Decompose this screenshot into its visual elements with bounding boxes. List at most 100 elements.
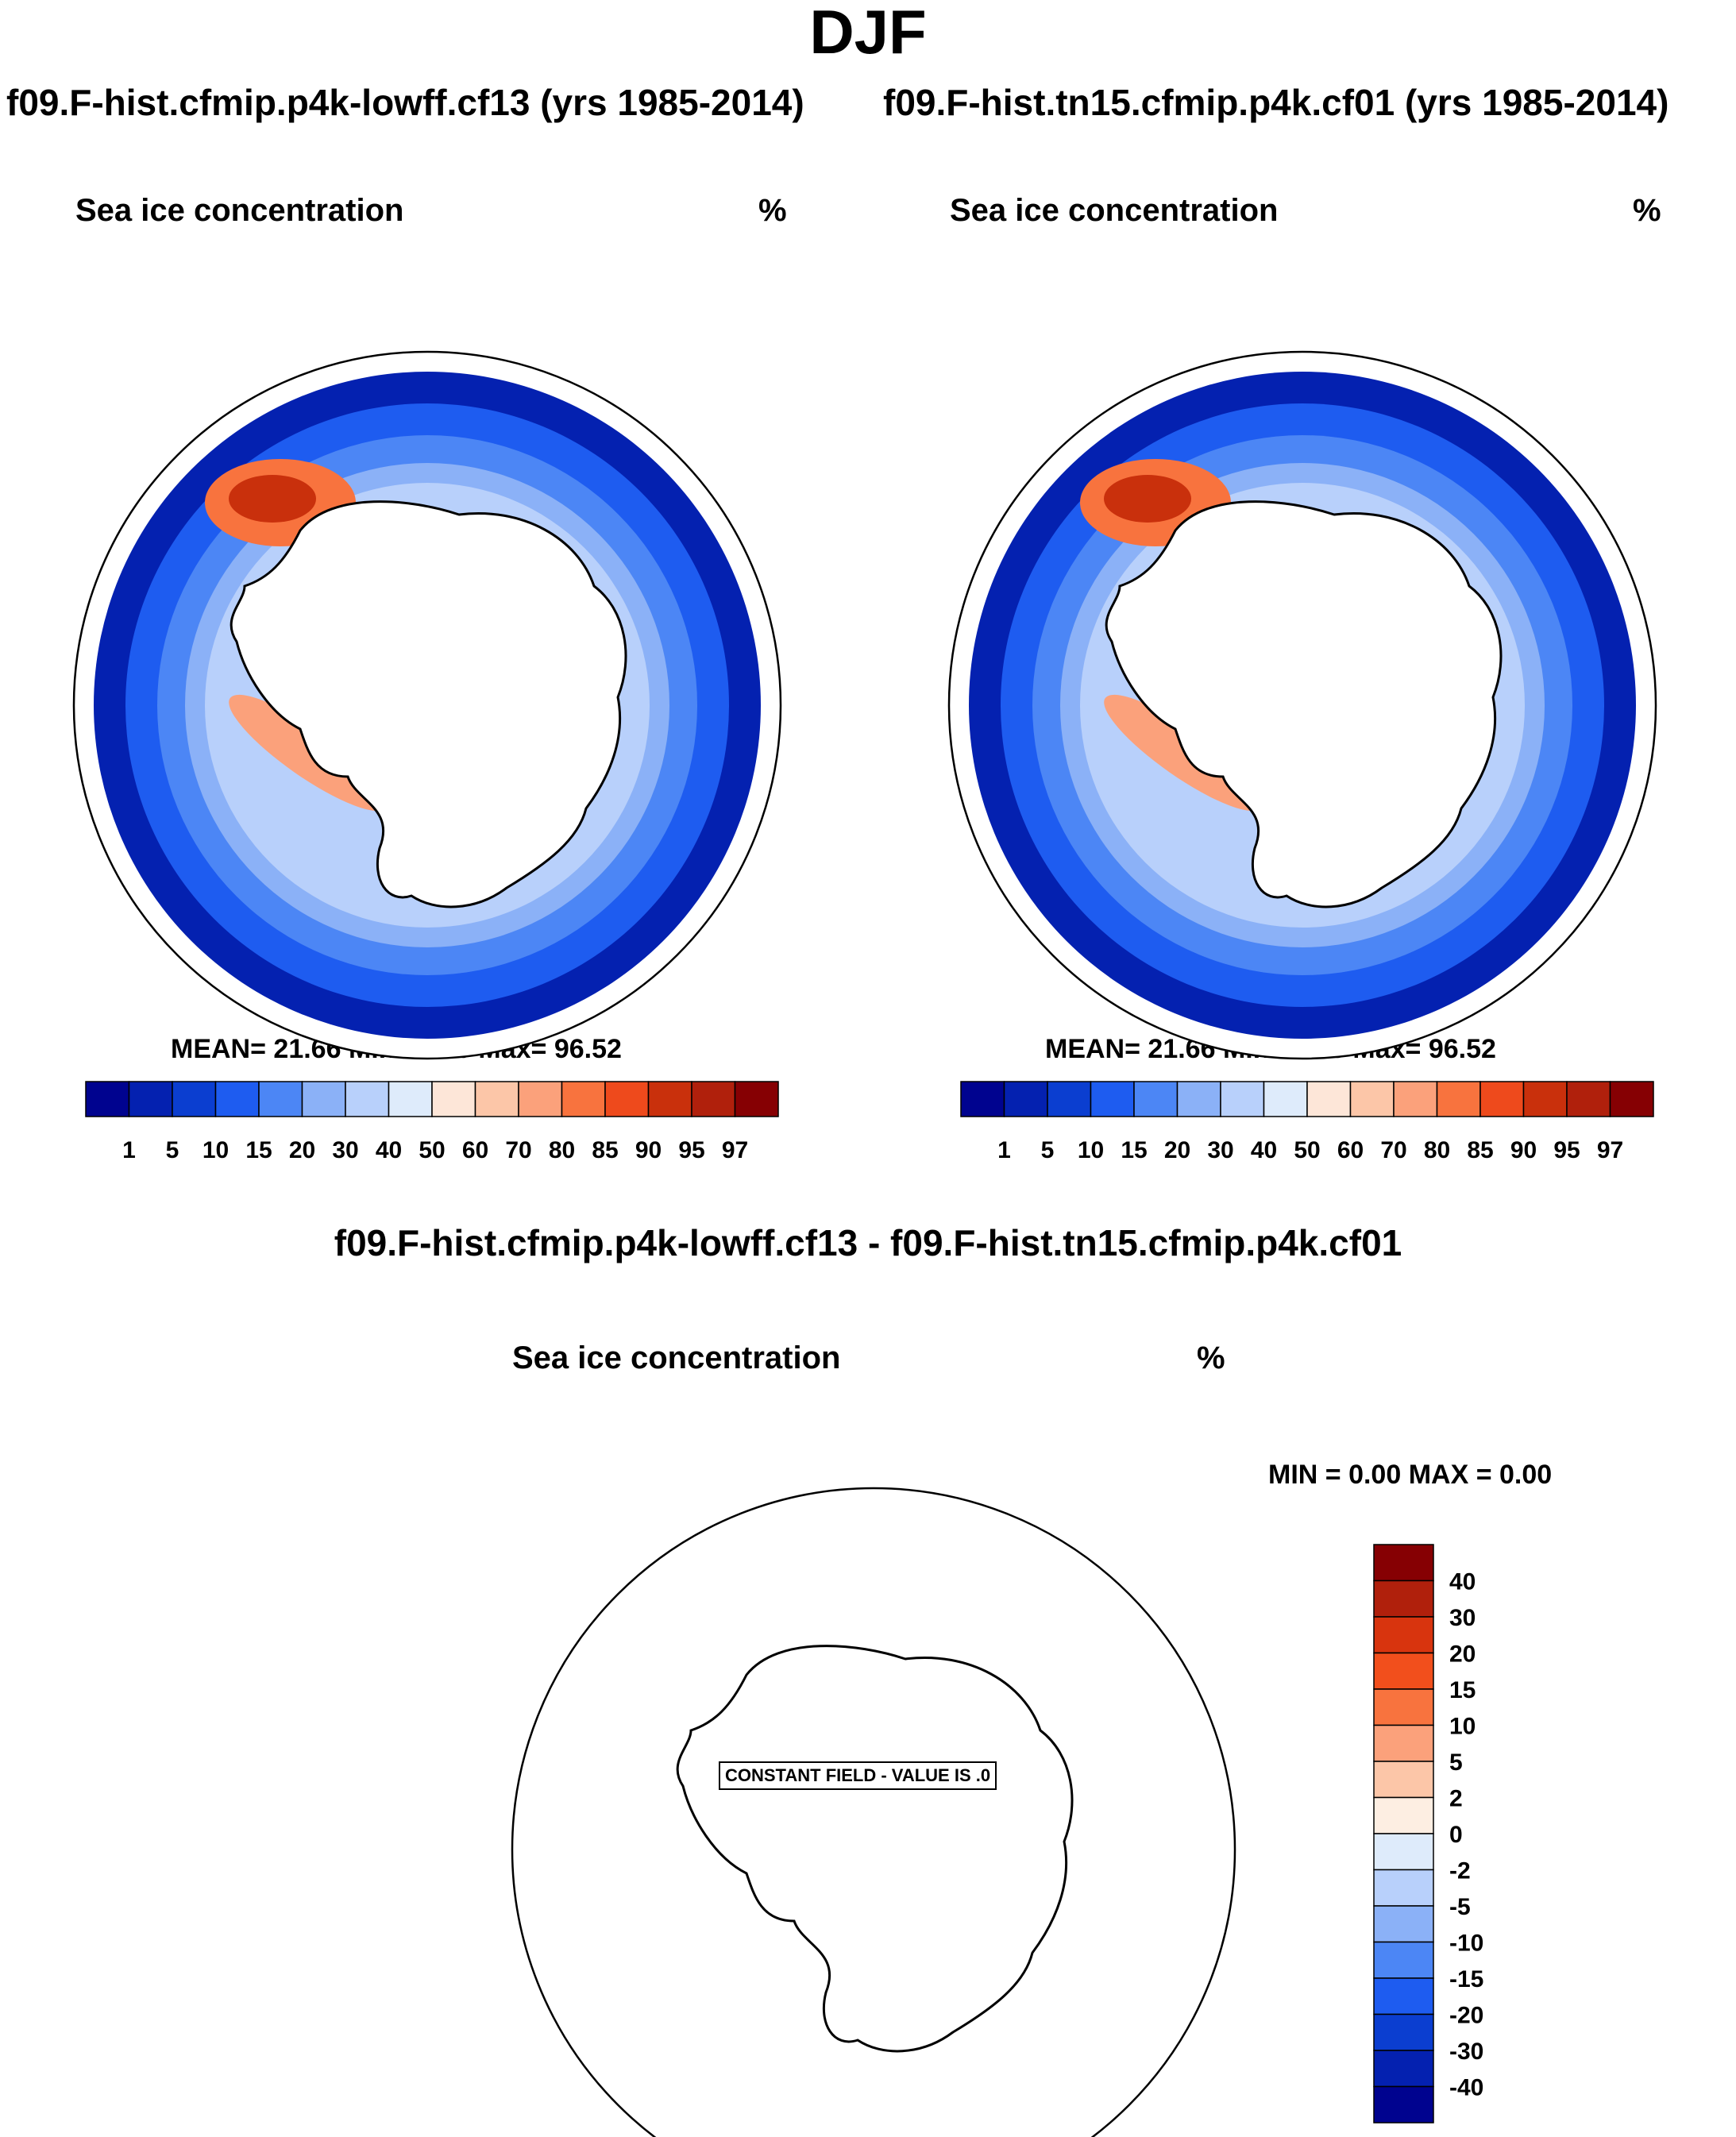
diff-colorbar-tick-label: -20 [1449,2003,1483,2029]
right-colorbar-swatch [1176,1081,1221,1117]
diff-colorbar-tick-label: 10 [1449,1714,1476,1740]
right-colorbar-tick-label: 70 [1380,1137,1406,1163]
right-colorbar-swatch [1609,1081,1654,1117]
left-colorbar-swatch [691,1081,736,1117]
diff-colorbar-tick-label: -30 [1449,2039,1483,2065]
right-colorbar-swatch [960,1081,1005,1117]
diff-colorbar-swatch [1373,1761,1434,1799]
diff-map [511,1487,1236,2137]
diff-colorbar-tick-label: 15 [1449,1677,1476,1703]
right-high-ice-core [1104,475,1191,523]
right-colorbar-swatch [1220,1081,1265,1117]
right-colorbar-swatch [1003,1081,1048,1117]
left-colorbar-tick-label: 70 [505,1137,531,1163]
right-panel-units: % [1633,193,1661,228]
left-colorbar-tick-label: 95 [678,1137,704,1163]
diff-panel-title: Sea ice concentration [512,1340,841,1375]
diff-colorbar-swatch [1373,2050,1434,2088]
right-colorbar-tick-label: 10 [1078,1137,1104,1163]
right-map [947,350,1657,1060]
diff-colorbar-swatch [1373,1869,1434,1907]
left-colorbar-tick-label: 50 [419,1137,445,1163]
left-colorbar-tick-label: 40 [376,1137,402,1163]
right-run-header: f09.F-hist.tn15.cfmip.p4k.cf01 (yrs 1985… [883,82,1669,123]
left-colorbar-swatch [388,1081,433,1117]
right-colorbar-tick-label: 85 [1467,1137,1493,1163]
left-colorbar-tick-label: 5 [166,1137,179,1163]
left-colorbar-swatch [734,1081,779,1117]
right-colorbar-tick-label: 60 [1337,1137,1364,1163]
diff-colorbar-swatch [1373,1833,1434,1871]
right-ice-streak [1104,694,1263,812]
left-colorbar-tick-label: 10 [203,1137,229,1163]
diff-colorbar-swatch [1373,1544,1434,1582]
right-colorbar-swatch [1047,1081,1092,1117]
left-colorbar-swatch [604,1081,650,1117]
right-colorbar-tick-label: 20 [1164,1137,1190,1163]
left-panel-units: % [758,193,787,228]
diff-header: f09.F-hist.cfmip.p4k-lowff.cf13 - f09.F-… [334,1222,1402,1263]
left-colorbar-swatch [518,1081,563,1117]
right-colorbar-swatch [1479,1081,1525,1117]
right-colorbar: 1 5 10 15 20 30 40 50 60 70 80 85 90 95 97 [960,1081,1654,1163]
diff-colorbar-swatch [1373,1652,1434,1690]
constant-field-label: CONSTANT FIELD - VALUE IS .0 [719,1761,997,1790]
left-colorbar-tick-label: 85 [592,1137,618,1163]
left-high-ice-core [229,475,316,523]
diff-colorbar-tick-label: -10 [1449,1931,1483,1957]
right-colorbar-tick-label: 95 [1553,1137,1580,1163]
diff-colorbar-tick-label: -5 [1449,1894,1471,1920]
diff-colorbar-tick-label: 30 [1449,1605,1476,1631]
left-colorbar: 1 5 10 15 20 30 40 50 60 70 80 85 90 95 97 [85,1081,779,1163]
left-colorbar-swatch [561,1081,606,1117]
right-colorbar-tick-label: 50 [1294,1137,1320,1163]
right-colorbar-tick-label: 97 [1597,1137,1623,1163]
figure-title: DJF [809,0,927,67]
diff-colorbar-tick-label: -15 [1449,1966,1483,1992]
diff-colorbar-swatch [1373,1580,1434,1618]
left-colorbar-tick-label: 90 [635,1137,662,1163]
diff-minmax: MIN = 0.00 MAX = 0.00 [1268,1460,1553,1490]
right-colorbar-swatch [1090,1081,1135,1117]
diff-colorbar-tick-label: 2 [1449,1786,1463,1812]
diff-colorbar-tick-label: -2 [1449,1858,1471,1884]
left-colorbar-swatch [172,1081,217,1117]
right-colorbar-tick-label: 40 [1251,1137,1277,1163]
left-colorbar-swatch [345,1081,390,1117]
left-colorbar-swatch [474,1081,519,1117]
diff-colorbar-swatch [1373,1616,1434,1654]
right-colorbar-swatch [1393,1081,1438,1117]
left-colorbar-tick-label: 15 [245,1137,272,1163]
diff-colorbar-swatch [1373,1796,1434,1834]
right-colorbar-swatch [1263,1081,1308,1117]
diff-colorbar-tick-label: 5 [1449,1749,1463,1776]
right-colorbar-swatch [1522,1081,1568,1117]
left-colorbar-swatch [258,1081,303,1117]
left-colorbar-swatch [647,1081,692,1117]
diff-colorbar-tick-label: 20 [1449,1641,1476,1668]
diff-colorbar-swatch [1373,1977,1434,2015]
left-ice-streak [229,694,388,812]
left-panel-title: Sea ice concentration [75,193,404,228]
left-colorbar-tick-label: 60 [462,1137,488,1163]
right-colorbar-tick-label: 5 [1041,1137,1055,1163]
diff-colorbar-swatch [1373,2085,1434,2123]
left-colorbar-tick-label: 80 [549,1137,575,1163]
right-colorbar-swatch [1306,1081,1352,1117]
diff-panel-units: % [1197,1340,1225,1375]
left-colorbar-swatch [431,1081,476,1117]
left-colorbar-swatch [128,1081,173,1117]
diff-colorbar-swatch [1373,1905,1434,1943]
diff-colorbar-swatch [1373,1941,1434,1979]
diff-colorbar-tick-label: 40 [1449,1569,1476,1595]
right-colorbar-tick-label: 15 [1121,1137,1147,1163]
left-run-header: f09.F-hist.cfmip.p4k-lowff.cf13 (yrs 198… [6,82,804,123]
right-colorbar-tick-label: 90 [1510,1137,1537,1163]
left-colorbar-swatch [85,1081,130,1117]
right-colorbar-tick-label: 30 [1207,1137,1233,1163]
right-colorbar-tick-label: 1 [997,1137,1011,1163]
right-colorbar-tick-label: 80 [1424,1137,1450,1163]
left-map [72,350,782,1060]
diff-colorbar-swatch [1373,1688,1434,1726]
